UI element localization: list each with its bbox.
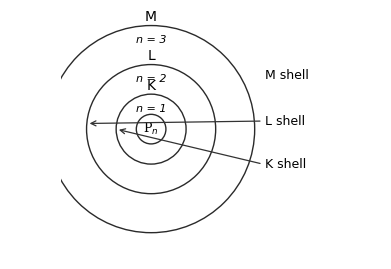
Text: L: L xyxy=(147,49,155,63)
Text: L shell: L shell xyxy=(265,115,305,128)
Text: P$_n$: P$_n$ xyxy=(143,121,159,137)
Text: K shell: K shell xyxy=(265,158,307,171)
Text: M shell: M shell xyxy=(265,69,309,82)
Text: M: M xyxy=(145,10,157,24)
Text: n = 1: n = 1 xyxy=(136,104,166,114)
Text: n = 2: n = 2 xyxy=(136,74,166,84)
Text: K: K xyxy=(147,79,156,93)
Text: n = 3: n = 3 xyxy=(136,35,166,45)
